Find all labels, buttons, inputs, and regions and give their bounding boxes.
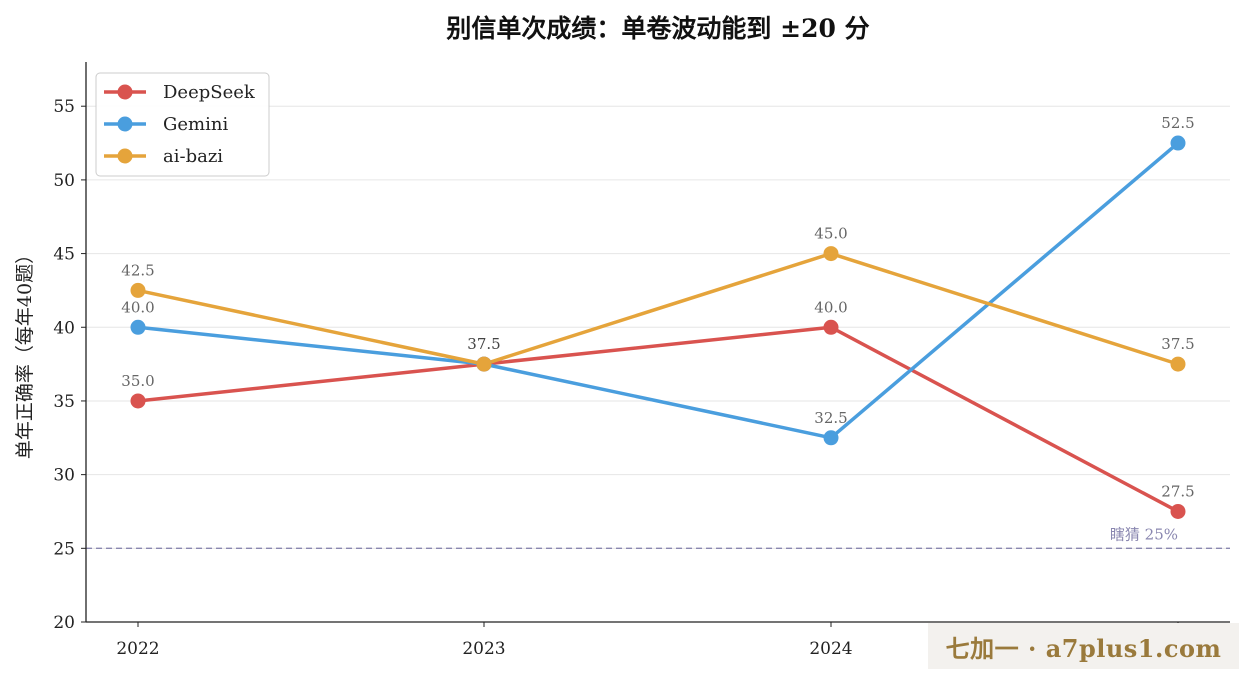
legend-label-Gemini: Gemini xyxy=(163,114,228,135)
point-Gemini-2022 xyxy=(130,319,146,335)
data-label-DeepSeek-2025: 27.5 xyxy=(1161,482,1194,500)
point-ai-bazi-2025 xyxy=(1170,356,1186,372)
series-group xyxy=(130,135,1186,519)
data-label-Gemini-2024: 32.5 xyxy=(814,409,847,427)
y-tick-label-55: 55 xyxy=(53,97,75,117)
point-ai-bazi-2023 xyxy=(476,356,492,372)
legend-swatch-marker-ai-bazi xyxy=(117,148,133,164)
y-tick-label-35: 35 xyxy=(53,392,75,412)
point-DeepSeek-2022 xyxy=(130,393,146,409)
data-labels: 35.0 40.0 27.5 40.0 32.5 52.5 42.5 37.5 45.0 37.5 xyxy=(121,114,1194,500)
point-DeepSeek-2025 xyxy=(1170,503,1186,519)
legend-label-ai-bazi: ai-bazi xyxy=(163,146,223,167)
data-label-ai-bazi-2022: 42.5 xyxy=(121,261,154,279)
point-Gemini-2025 xyxy=(1170,135,1186,151)
data-label-Gemini-2022: 40.0 xyxy=(121,298,154,316)
data-label-ai-bazi-2023: 37.5 xyxy=(467,335,500,353)
series-line-DeepSeek xyxy=(137,325,1179,514)
watermark: 七加一 · a7plus1.com xyxy=(928,623,1239,669)
data-label-DeepSeek-2024: 40.0 xyxy=(814,298,847,316)
point-Gemini-2024 xyxy=(823,430,839,446)
y-tick-label-30: 30 xyxy=(53,466,75,486)
chart-title: 别信单次成绩：单卷波动能到 ±20 分 xyxy=(445,14,869,43)
series-line-Gemini xyxy=(137,141,1180,440)
x-tick-label-2022: 2022 xyxy=(116,639,159,659)
data-label-Gemini-2025: 52.5 xyxy=(1161,114,1194,132)
y-tick-label-40: 40 xyxy=(53,318,75,338)
x-tick-label-2023: 2023 xyxy=(462,639,505,659)
data-label-ai-bazi-2024: 45.0 xyxy=(814,225,847,243)
point-ai-bazi-2022 xyxy=(130,282,146,298)
reference-line-group: 瞎猜 25% xyxy=(86,525,1230,550)
reference-line-label: 瞎猜 25% xyxy=(1110,525,1178,543)
axes: 20 25 30 35 40 45 50 55 2022 2023 2024 xyxy=(53,62,1230,659)
x-tick-label-2024: 2024 xyxy=(809,639,852,659)
data-label-ai-bazi-2025: 37.5 xyxy=(1161,335,1194,353)
y-tick-label-50: 50 xyxy=(53,171,75,191)
series-line-ai-bazi xyxy=(137,251,1179,366)
y-tick-label-45: 45 xyxy=(53,245,75,265)
y-axis-label: 单年正确率（每年40题） xyxy=(14,245,36,459)
legend-label-DeepSeek: DeepSeek xyxy=(163,82,256,103)
y-tick-label-25: 25 xyxy=(53,539,75,559)
point-DeepSeek-2024 xyxy=(823,319,839,335)
legend-swatch-marker-Gemini xyxy=(117,116,133,132)
y-tick-label-20: 20 xyxy=(53,613,75,633)
legend: DeepSeek Gemini ai-bazi xyxy=(95,72,270,177)
data-label-DeepSeek-2022: 35.0 xyxy=(121,372,154,390)
legend-box xyxy=(95,72,270,177)
legend-swatch-marker-DeepSeek xyxy=(117,84,133,100)
point-ai-bazi-2024 xyxy=(823,246,839,262)
